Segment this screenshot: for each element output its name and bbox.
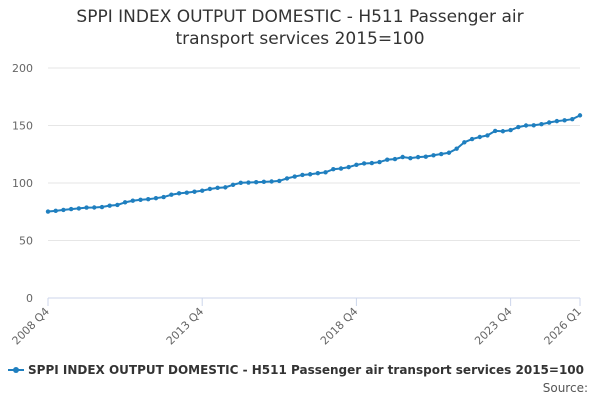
legend[interactable]: SPPI INDEX OUTPUT DOMESTIC - H511 Passen… [8,363,584,377]
data-point [323,170,328,175]
y-tick-label: 0 [26,292,33,305]
data-point [246,180,251,185]
data-point [292,174,297,179]
data-point [431,153,436,158]
data-point [469,136,475,142]
chart-title-line-1: SPPI INDEX OUTPUT DOMESTIC - H511 Passen… [76,7,524,27]
data-point [184,190,189,195]
data-point [539,122,544,127]
data-point [76,206,82,211]
x-tick-label: 2018 Q4 [318,305,361,348]
data-point [423,154,428,159]
data-point [253,179,259,185]
data-point [400,154,405,160]
data-point [570,116,575,122]
x-tick-label: 2026 Q1 [542,305,585,348]
data-point [92,205,97,210]
y-axis-labels: 0 50 100 150 200 [12,62,33,305]
data-point [84,205,89,210]
data-point [331,167,336,172]
data-point [415,154,421,160]
data-point [392,156,398,162]
data-point [277,178,282,184]
data-point [454,146,459,151]
data-point [446,150,452,155]
data-point [500,129,506,134]
data-point [207,186,213,192]
data-point [361,161,367,166]
data-point [45,209,51,214]
data-point [284,176,290,181]
legend-label: SPPI INDEX OUTPUT DOMESTIC - H511 Passen… [28,363,584,377]
data-point [238,180,243,185]
data-point [523,123,529,128]
data-point [122,200,128,205]
data-point [192,189,197,194]
data-point [107,203,112,208]
data-point [300,172,305,178]
data-point [492,128,498,134]
source-credit[interactable]: Source: [542,381,588,395]
data-point [61,207,66,213]
data-point [307,172,313,177]
data-point [408,155,413,161]
y-tick-label: 200 [12,62,33,75]
data-point [115,202,120,208]
x-tick-label: 2013 Q4 [164,305,207,348]
x-axis-ticks [47,298,581,306]
data-point [385,157,390,162]
data-point [562,118,567,123]
data-point [99,204,105,210]
data-point [439,151,444,157]
data-point [485,133,490,138]
data-point [338,166,344,171]
data-point [68,206,74,212]
data-point [531,123,536,128]
data-point [354,162,359,168]
series-line [47,114,581,213]
data-point [161,194,166,200]
data-point [546,120,552,125]
data-point [369,160,375,166]
data-point [377,159,382,165]
legend-swatch [8,365,24,375]
series-points [45,113,583,214]
data-point [130,198,136,203]
x-tick-label: 2023 Q4 [472,305,515,348]
chart-title-line-2: transport services 2015=100 [175,29,425,49]
data-point [146,197,151,202]
data-point [169,192,174,197]
data-point [261,179,267,185]
data-point [215,185,220,191]
data-point [200,188,205,193]
data-point [462,140,467,145]
data-point [477,134,482,140]
data-point [176,191,182,196]
data-point [230,182,236,188]
y-tick-label: 100 [12,177,33,190]
x-tick-label: 2008 Q4 [10,305,53,348]
data-point [138,197,143,202]
data-point [554,118,560,124]
y-tick-label: 150 [12,120,33,133]
data-point [269,179,274,184]
x-axis-labels: 2008 Q4 2013 Q4 2018 Q4 2023 Q4 2026 Q1 [10,305,585,348]
data-point [516,124,521,130]
y-tick-label: 50 [19,235,33,248]
data-point [53,208,58,214]
data-point [346,164,351,170]
y-grid [48,67,580,241]
data-point [223,185,228,190]
data-point [508,127,513,133]
chart-title: SPPI INDEX OUTPUT DOMESTIC - H511 Passen… [40,6,560,50]
data-point [315,171,321,176]
data-point [153,195,159,201]
data-point [577,113,583,118]
